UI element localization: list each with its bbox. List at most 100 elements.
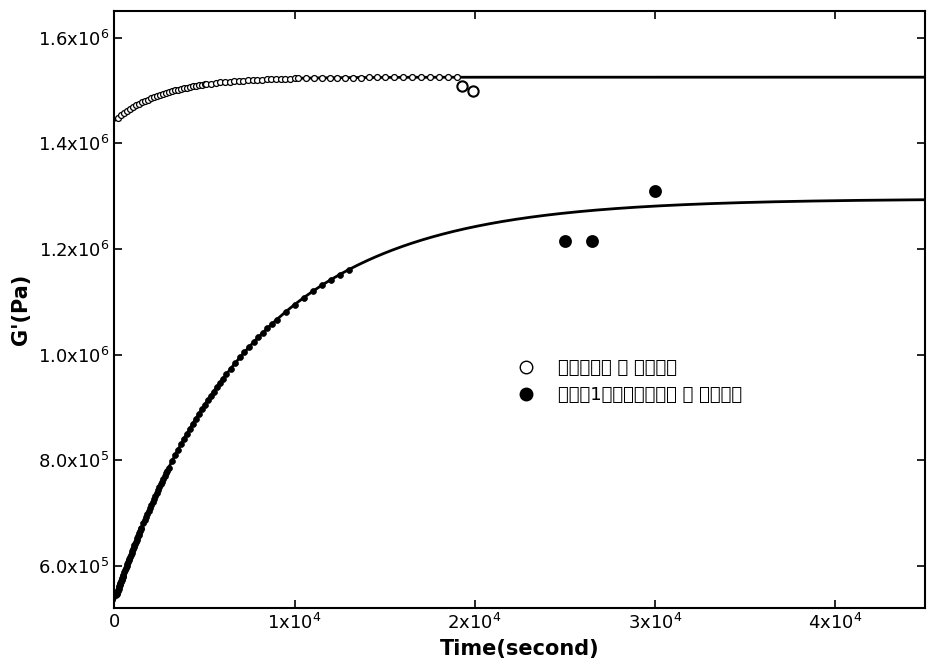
- Point: [273, 74, 288, 84]
- Point: [117, 108, 132, 119]
- Point: [255, 74, 270, 85]
- Point: [264, 74, 279, 84]
- Point: [154, 479, 168, 490]
- Point: [200, 395, 215, 405]
- Point: [164, 86, 179, 96]
- Point: [345, 72, 360, 83]
- Point: [158, 468, 173, 479]
- Point: [179, 82, 194, 93]
- Point: [155, 88, 170, 99]
- Point: [227, 358, 242, 369]
- X-axis label: Time(second): Time(second): [440, 639, 599, 659]
- Point: [160, 465, 175, 476]
- Point: [173, 84, 188, 94]
- Point: [118, 563, 133, 574]
- Point: [314, 280, 329, 291]
- Point: [227, 76, 241, 86]
- Point: [305, 286, 320, 297]
- Point: [203, 391, 218, 401]
- Point: [176, 83, 191, 94]
- Point: [191, 80, 206, 90]
- Point: [126, 542, 141, 553]
- Point: [197, 79, 212, 90]
- Point: [146, 92, 161, 103]
- Point: [113, 578, 128, 588]
- Point: [354, 72, 369, 83]
- Point: [127, 538, 142, 549]
- Point: [129, 535, 144, 545]
- Point: [153, 90, 168, 100]
- Point: [157, 471, 172, 482]
- Point: [168, 450, 183, 460]
- Point: [377, 72, 392, 82]
- Point: [133, 526, 148, 537]
- Point: [144, 499, 159, 510]
- Point: [124, 545, 139, 556]
- Point: [332, 269, 347, 280]
- Point: [142, 502, 157, 513]
- Point: [173, 439, 188, 450]
- Point: [215, 374, 230, 385]
- Point: [185, 81, 200, 92]
- Point: [113, 577, 128, 588]
- Point: [111, 582, 126, 593]
- Point: [194, 80, 209, 90]
- Point: [122, 553, 137, 564]
- Point: [246, 337, 261, 348]
- Point: [111, 583, 126, 594]
- Point: [269, 74, 284, 84]
- Point: [241, 75, 256, 86]
- Point: [136, 518, 151, 529]
- Point: [465, 86, 480, 96]
- Point: [115, 572, 130, 583]
- Point: [237, 347, 252, 358]
- Point: [170, 84, 185, 95]
- Point: [116, 570, 131, 580]
- Point: [123, 104, 138, 115]
- Point: [135, 97, 150, 108]
- Point: [121, 555, 136, 565]
- Point: [168, 85, 183, 96]
- Point: [132, 527, 147, 538]
- Point: [361, 72, 376, 83]
- Point: [191, 409, 206, 419]
- Point: [127, 540, 142, 551]
- Point: [296, 292, 311, 303]
- Point: [145, 496, 160, 507]
- Point: [158, 88, 173, 98]
- Point: [219, 369, 234, 380]
- Point: [128, 537, 143, 547]
- Y-axis label: G'(Pa): G'(Pa): [11, 274, 31, 345]
- Point: [241, 342, 256, 352]
- Point: [114, 574, 129, 584]
- Point: [112, 580, 127, 590]
- Point: [648, 186, 663, 196]
- Point: [121, 557, 136, 567]
- Point: [197, 399, 212, 410]
- Point: [130, 533, 145, 543]
- Point: [155, 474, 170, 484]
- Point: [287, 299, 302, 310]
- Point: [206, 386, 221, 397]
- Point: [118, 565, 133, 576]
- Point: [139, 509, 154, 519]
- Point: [341, 265, 356, 275]
- Point: [180, 428, 195, 439]
- Point: [143, 93, 158, 104]
- Point: [110, 588, 124, 598]
- Point: [231, 76, 246, 86]
- Point: [125, 102, 140, 113]
- Point: [236, 75, 251, 86]
- Point: [449, 72, 464, 82]
- Point: [140, 94, 155, 105]
- Point: [170, 444, 185, 455]
- Point: [431, 72, 446, 82]
- Point: [584, 236, 599, 247]
- Point: [148, 490, 163, 501]
- Point: [165, 456, 180, 466]
- Point: [314, 72, 329, 83]
- Point: [299, 73, 314, 84]
- Point: [256, 328, 271, 338]
- Point: [209, 382, 224, 393]
- Point: [265, 318, 280, 329]
